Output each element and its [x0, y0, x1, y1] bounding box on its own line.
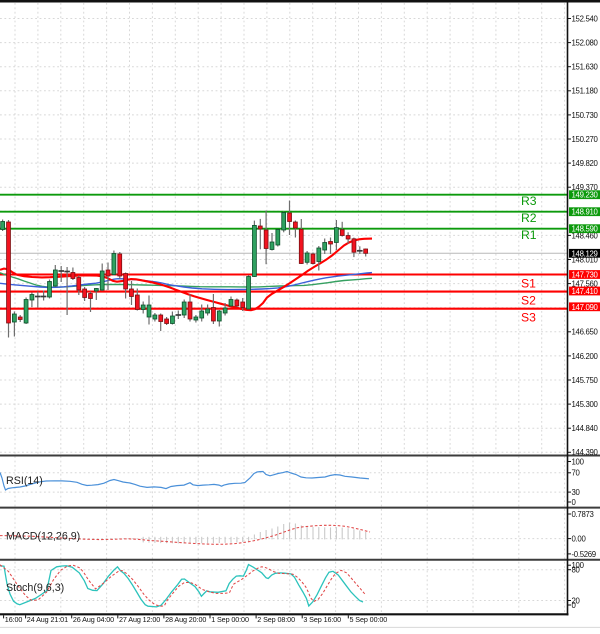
svg-text:16:00: 16:00 [5, 615, 23, 624]
svg-text:24 Aug 21:01: 24 Aug 21:01 [27, 615, 68, 624]
svg-text:3 Sep 16:00: 3 Sep 16:00 [303, 615, 341, 624]
svg-text:151.630: 151.630 [572, 63, 599, 72]
svg-text:147.410: 147.410 [572, 287, 599, 296]
svg-text:0.00: 0.00 [572, 535, 587, 544]
svg-text:148.910: 148.910 [572, 208, 599, 217]
svg-text:147.730: 147.730 [572, 271, 599, 280]
svg-text:148.129: 148.129 [572, 249, 598, 258]
svg-text:149.370: 149.370 [572, 183, 599, 192]
svg-text:80: 80 [572, 566, 581, 575]
svg-text:149.820: 149.820 [572, 159, 599, 168]
svg-text:148.590: 148.590 [572, 225, 599, 234]
svg-text:RSI(14): RSI(14) [6, 475, 43, 487]
svg-text:147.090: 147.090 [572, 303, 599, 312]
svg-text:150.730: 150.730 [572, 111, 599, 120]
svg-text:147.560: 147.560 [572, 280, 599, 289]
svg-text:S1: S1 [521, 276, 536, 290]
svg-text:20: 20 [572, 596, 581, 605]
svg-text:Stoch(9,6,3): Stoch(9,6,3) [6, 582, 64, 594]
svg-text:1 Sep 00:00: 1 Sep 00:00 [211, 615, 249, 624]
svg-text:145.300: 145.300 [572, 400, 599, 409]
svg-text:27 Aug 12:00: 27 Aug 12:00 [119, 615, 160, 624]
svg-text:S2: S2 [521, 293, 536, 307]
svg-text:28 Aug 20:00: 28 Aug 20:00 [165, 615, 206, 624]
svg-text:152.540: 152.540 [572, 14, 599, 23]
svg-text:146.650: 146.650 [572, 328, 599, 337]
svg-text:70: 70 [572, 469, 581, 478]
svg-text:-0.5269: -0.5269 [572, 550, 596, 559]
svg-text:S3: S3 [521, 310, 536, 324]
svg-text:R2: R2 [521, 211, 537, 225]
svg-text:R3: R3 [521, 194, 537, 208]
svg-text:148.460: 148.460 [572, 231, 599, 240]
svg-text:149.230: 149.230 [572, 191, 599, 200]
svg-text:0: 0 [572, 498, 577, 507]
svg-text:26 Aug 04:00: 26 Aug 04:00 [73, 615, 114, 624]
svg-text:5 Sep 00:00: 5 Sep 00:00 [350, 615, 388, 624]
svg-text:100: 100 [572, 457, 585, 466]
svg-text:2 Sep 08:00: 2 Sep 08:00 [257, 615, 295, 624]
svg-text:152.080: 152.080 [572, 39, 599, 48]
svg-text:144.390: 144.390 [572, 448, 599, 457]
svg-text:145.750: 145.750 [572, 376, 599, 385]
svg-text:0.7873: 0.7873 [572, 510, 594, 519]
svg-text:146.200: 146.200 [572, 352, 599, 361]
svg-text:150.270: 150.270 [572, 135, 599, 144]
svg-text:0: 0 [572, 601, 577, 610]
svg-text:30: 30 [572, 488, 581, 497]
svg-text:148.010: 148.010 [572, 255, 599, 264]
svg-text:100: 100 [572, 561, 585, 570]
svg-text:144.840: 144.840 [572, 424, 599, 433]
svg-text:R1: R1 [521, 228, 537, 242]
svg-text:151.180: 151.180 [572, 87, 599, 96]
svg-text:MACD(12,26,9): MACD(12,26,9) [6, 530, 80, 542]
